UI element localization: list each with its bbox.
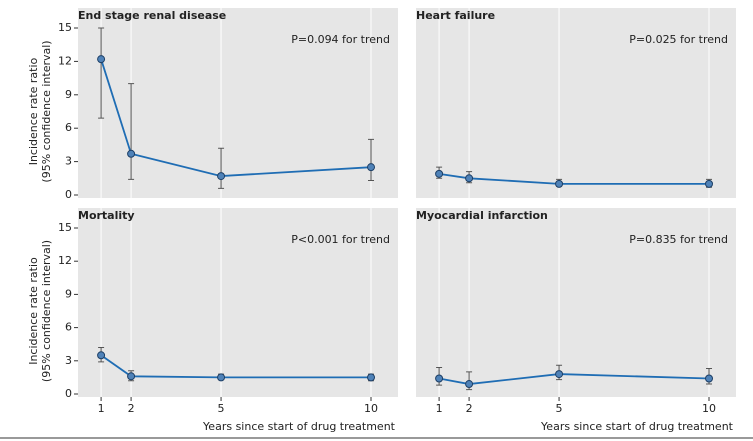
y-tick-label: 15 (58, 21, 72, 34)
point (435, 374, 444, 383)
y-tick-label: 6 (65, 321, 72, 334)
point (97, 351, 106, 360)
y-tick-label: 0 (65, 387, 72, 400)
y-axis-label: (95% confidence interval) (40, 40, 53, 182)
y-tick-label: 9 (65, 287, 72, 300)
y-axis-label: Incidence rate ratio (27, 57, 40, 165)
error-bar (368, 138, 375, 182)
point (217, 172, 226, 181)
panel: 0 3 6 9 12 15 Incidence rate ratio (95% confide… (27, 8, 398, 201)
y-axis-label: Incidence rate ratio (27, 257, 40, 365)
point (705, 179, 714, 188)
point (367, 163, 376, 172)
x-tick-label: 10 (364, 402, 378, 415)
error-bar (98, 27, 105, 119)
x-tick-label: 2 (128, 402, 135, 415)
y-tick-label: 12 (58, 254, 72, 267)
y-axis-label: (95% confidence interval) (40, 240, 53, 382)
panel: 1 2 5 10 Years since start of drug treatment… (416, 208, 736, 433)
y-tick-label: 3 (65, 155, 72, 168)
error-bar (218, 147, 225, 189)
y-tick-label: 9 (65, 88, 72, 101)
x-tick-label: 5 (556, 402, 563, 415)
x-tick-label: 10 (702, 402, 716, 415)
point (465, 380, 474, 389)
point (555, 179, 564, 188)
panel-title: Mortality (78, 209, 135, 222)
x-axis-label: Years since start of drug treatment (540, 420, 734, 433)
point (705, 374, 714, 383)
point (555, 370, 564, 379)
panel-title: Heart failure (416, 9, 495, 22)
annotation: P=0.835 for trend (629, 233, 728, 246)
annotation: P<0.001 for trend (291, 233, 390, 246)
trend-line (438, 373, 710, 385)
trend-line (100, 354, 372, 379)
y-tick-label: 0 (65, 188, 72, 201)
x-tick-label: 2 (466, 402, 473, 415)
panel: Heart failure P=0.025 for trend (416, 8, 736, 198)
x-tick-label: 1 (98, 402, 105, 415)
y-tick-label: 3 (65, 354, 72, 367)
point (435, 169, 444, 178)
x-tick-label: 5 (218, 402, 225, 415)
point (97, 55, 106, 64)
y-tick-label: 6 (65, 121, 72, 134)
annotation: P=0.094 for trend (291, 33, 390, 46)
panel-title: Myocardial infarction (416, 209, 548, 222)
x-tick-label: 1 (436, 402, 443, 415)
error-bar (128, 83, 135, 180)
annotation: P=0.025 for trend (629, 33, 728, 46)
point (465, 174, 474, 183)
x-axis-label: Years since start of drug treatment (202, 420, 396, 433)
point (217, 373, 226, 382)
y-tick-label: 12 (58, 54, 72, 67)
trend-line (100, 58, 372, 177)
y-tick-label: 15 (58, 221, 72, 234)
panel-title: End stage renal disease (78, 9, 226, 22)
point (127, 372, 136, 381)
trend-line (438, 172, 710, 185)
point (367, 373, 376, 382)
point (127, 149, 136, 158)
